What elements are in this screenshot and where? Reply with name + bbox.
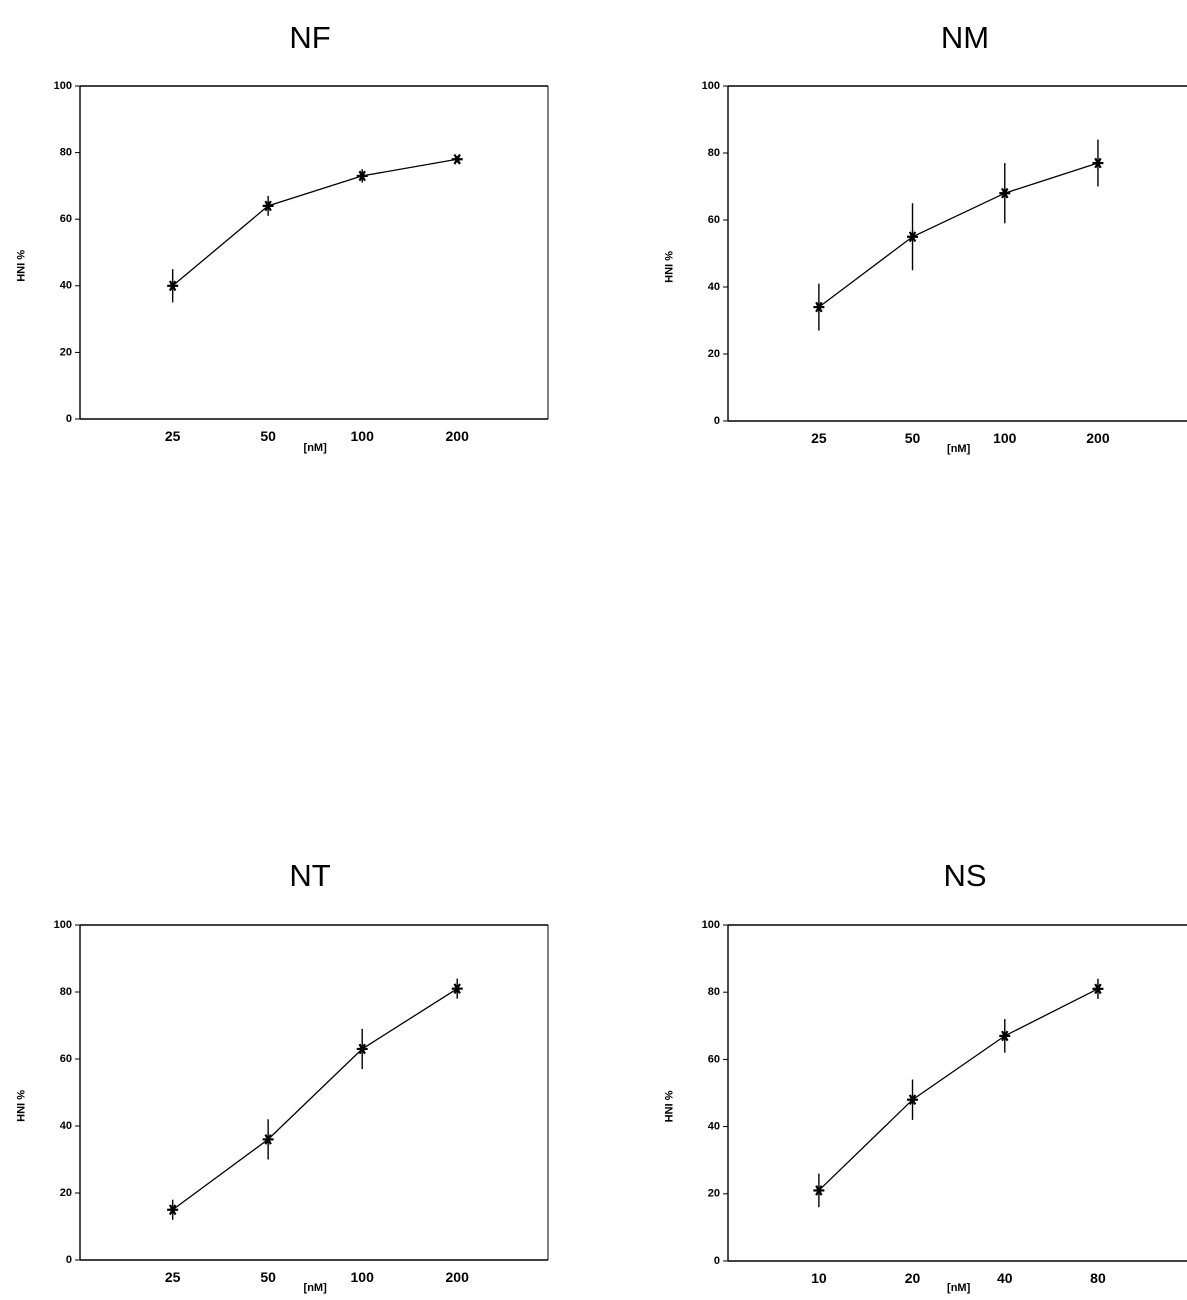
y-tick-label: 80 — [708, 986, 720, 998]
marker-center — [454, 986, 460, 992]
data-point — [262, 1134, 274, 1145]
y-tick-label: 40 — [60, 1120, 72, 1132]
data-point — [999, 1030, 1011, 1042]
data-point — [167, 280, 179, 292]
y-tick-label: 100 — [54, 919, 72, 931]
data-point — [356, 1043, 368, 1055]
x-tick-label: 200 — [1086, 430, 1110, 446]
y-tick-label: 100 — [702, 80, 720, 92]
y-tick-label: 0 — [66, 413, 72, 425]
series-line — [818, 162, 1099, 308]
marker-center — [1095, 986, 1101, 992]
chart-title: NM — [941, 20, 989, 55]
y-tick-label: 80 — [60, 147, 72, 159]
data-point — [451, 153, 463, 165]
x-tick-label: 50 — [905, 430, 921, 446]
marker-center — [816, 1188, 822, 1193]
series-line — [818, 988, 1099, 1191]
y-tick-label: 0 — [714, 1255, 720, 1267]
x-axis-label: [nM] — [304, 1282, 328, 1294]
marker-center — [1002, 1033, 1008, 1039]
marker-center — [816, 304, 822, 310]
data-point — [451, 983, 463, 994]
data-point — [167, 1204, 179, 1216]
x-tick-label: 100 — [351, 1269, 375, 1285]
chart-panel-nf: NF 0 20 40 60 80 100 % INH 25 50 100 200 [nM] — [14, 20, 549, 454]
marker-center — [170, 1207, 176, 1213]
y-tick-label: 60 — [708, 1053, 720, 1065]
x-axis-label: [nM] — [947, 443, 971, 455]
y-tick-label: 60 — [60, 213, 72, 225]
chart-panel-ns: NS 0 20 40 60 80 100 % INH 10 20 40 80 [nM] — [662, 858, 1187, 1294]
y-axis-label: % INH — [662, 1091, 674, 1123]
x-tick-label: 100 — [993, 430, 1017, 446]
x-tick-label: 25 — [165, 1269, 181, 1285]
y-tick-label: 20 — [60, 346, 72, 358]
y-axis-label: % INH — [14, 250, 26, 282]
chart-title: NF — [289, 20, 330, 55]
marker-center — [265, 203, 271, 209]
x-tick-label: 25 — [811, 430, 827, 446]
data-point — [907, 231, 919, 243]
x-tick-label: 25 — [165, 428, 181, 444]
x-axis-label: [nM] — [304, 442, 328, 454]
x-tick-label: 80 — [1090, 1270, 1106, 1286]
y-axis-label: % INH — [14, 1090, 26, 1122]
data-point — [813, 301, 825, 313]
marker-center — [910, 234, 915, 240]
y-tick-label: 80 — [708, 147, 720, 159]
data-point — [813, 1185, 825, 1196]
x-tick-label: 100 — [351, 428, 375, 444]
marker-center — [1002, 190, 1008, 196]
x-tick-label: 200 — [446, 428, 470, 444]
marker-center — [910, 1097, 915, 1103]
x-tick-label: 20 — [905, 1270, 921, 1286]
x-tick-label: 50 — [260, 1269, 276, 1285]
y-tick-label: 60 — [708, 214, 720, 226]
marker-center — [359, 173, 365, 179]
chart-title: NS — [943, 858, 986, 893]
y-tick-label: 80 — [60, 986, 72, 998]
y-tick-label: 40 — [708, 1121, 720, 1133]
y-axis-label: % INH — [662, 251, 674, 283]
y-tick-label: 60 — [60, 1053, 72, 1065]
x-tick-label: 40 — [997, 1270, 1013, 1286]
y-tick-label: 100 — [702, 919, 720, 931]
x-tick-label: 50 — [260, 428, 276, 444]
marker-center — [1095, 160, 1101, 166]
data-point — [1092, 157, 1104, 169]
marker-center — [170, 283, 176, 289]
marker-center — [265, 1137, 271, 1142]
y-tick-label: 20 — [708, 1188, 720, 1200]
data-point — [999, 187, 1011, 199]
x-tick-label: 200 — [446, 1269, 470, 1285]
y-tick-label: 0 — [714, 415, 720, 427]
marker-center — [454, 156, 460, 162]
y-tick-label: 100 — [54, 80, 72, 92]
y-tick-label: 20 — [60, 1187, 72, 1199]
marker-center — [359, 1046, 365, 1052]
data-point — [907, 1094, 919, 1106]
series-line — [172, 988, 458, 1211]
y-tick-label: 40 — [708, 281, 720, 293]
y-tick-label: 40 — [60, 280, 72, 292]
x-tick-label: 10 — [811, 1270, 827, 1286]
chart-panel-nt: NT 0 20 40 60 80 100 % INH 25 50 100 200 [nM] — [14, 858, 549, 1294]
series-line — [172, 158, 458, 287]
data-point — [1092, 983, 1104, 995]
data-point — [262, 200, 274, 212]
chart-panel-nm: NM 0 20 40 60 80 100 % INH 25 50 100 200 [nM] — [662, 20, 1187, 455]
y-tick-label: 20 — [708, 348, 720, 360]
y-tick-label: 0 — [66, 1254, 72, 1266]
chart-title: NT — [289, 858, 330, 893]
x-axis-label: [nM] — [947, 1282, 971, 1294]
data-point — [356, 170, 368, 182]
